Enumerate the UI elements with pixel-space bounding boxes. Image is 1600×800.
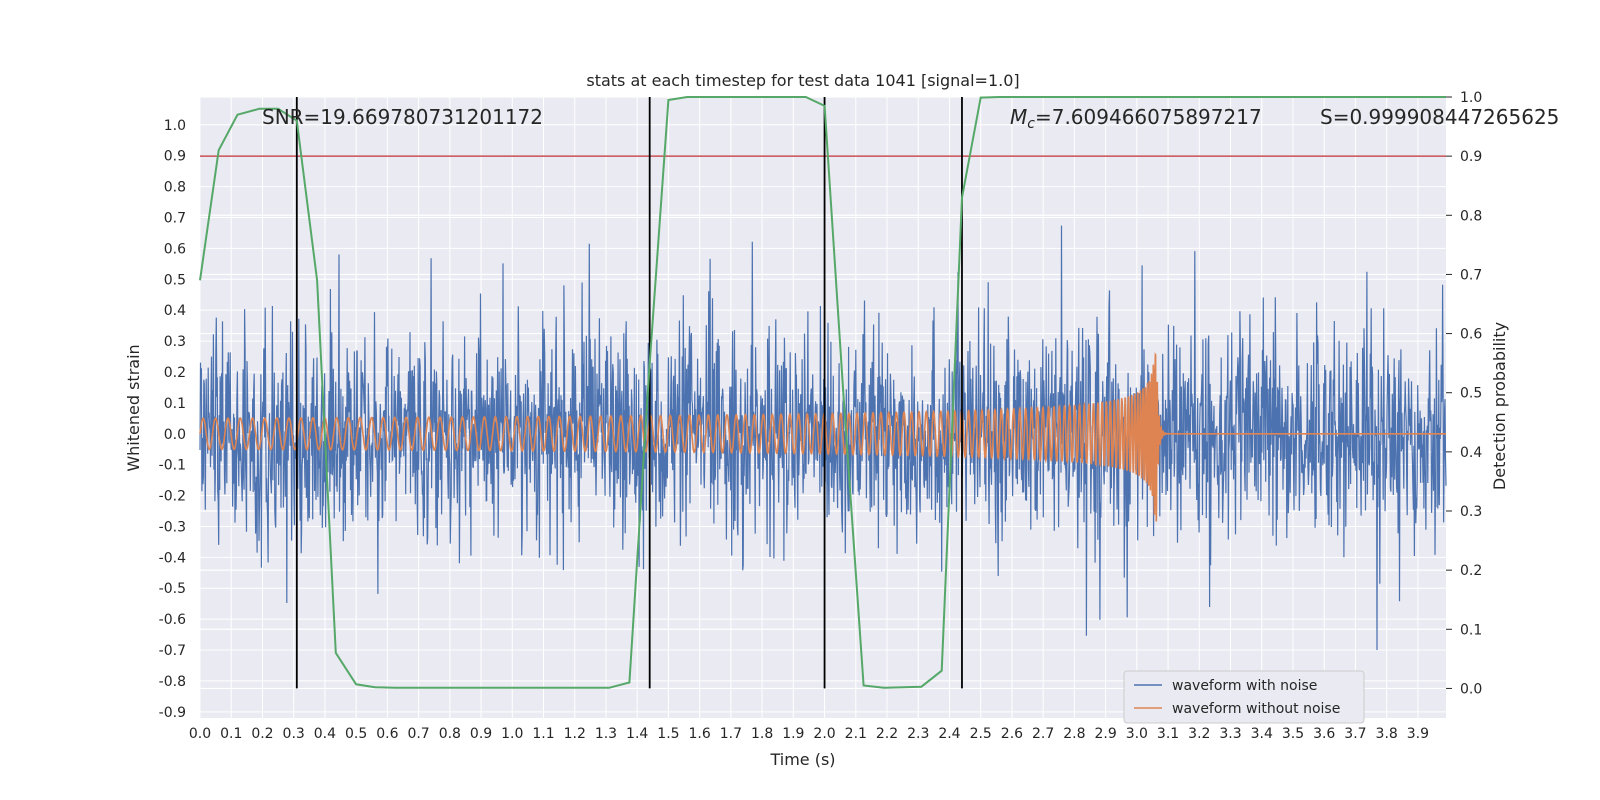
- x-tick-label: 1.6: [689, 726, 711, 742]
- chirp-mass-subscript: c: [1027, 116, 1035, 132]
- y-axis-label: Whitened strain: [124, 344, 143, 471]
- y-tick-label: -0.6: [159, 612, 186, 628]
- x-tick-label: 2.1: [845, 726, 867, 742]
- x-tick-label: 3.4: [1251, 726, 1273, 742]
- y-tick-label: -0.2: [159, 489, 186, 505]
- y2-tick-label: 0.0: [1460, 681, 1482, 697]
- y-tick-label: -0.9: [159, 705, 186, 721]
- y-tick-label: 0.7: [164, 210, 186, 226]
- y2-tick-label: 0.7: [1460, 267, 1482, 283]
- x-tick-label: 2.4: [938, 726, 960, 742]
- y2-tick-label: 0.3: [1460, 504, 1482, 520]
- legend: waveform with noise waveform without noi…: [1123, 670, 1365, 724]
- chirp-mass-symbol: M: [1010, 105, 1027, 129]
- x-tick-label: 0.2: [251, 726, 273, 742]
- x-tick-label: 0.3: [283, 726, 305, 742]
- x-tick-label: 3.2: [1188, 726, 1210, 742]
- x-tick-label: 2.3: [907, 726, 929, 742]
- y2-tick-label: 0.4: [1460, 445, 1482, 461]
- y2-tick-labels: 1.0 0.9 0.8 0.7 0.6 0.5 0.4 0.3 0.2 0.1 0.0: [1446, 90, 1482, 697]
- x-tick-label: 2.0: [813, 726, 835, 742]
- x-tick-label: 3.8: [1376, 726, 1398, 742]
- x-tick-label: 0.9: [470, 726, 492, 742]
- x-tick-label: 2.6: [1001, 726, 1023, 742]
- y2-tick-label: 0.2: [1460, 563, 1482, 579]
- x-tick-label: 1.9: [782, 726, 804, 742]
- y2-tick-label: 0.5: [1460, 386, 1482, 402]
- y-tick-label: -0.1: [159, 458, 186, 474]
- chirp-mass-annotation: Mc=7.609466075897217: [1010, 105, 1262, 132]
- y-tick-label: 0.2: [164, 365, 186, 381]
- y2-axis-label: Detection probability: [1490, 322, 1509, 490]
- y-tick-label: -0.3: [159, 519, 186, 535]
- x-tick-label: 3.0: [1126, 726, 1148, 742]
- x-tick-label: 2.8: [1063, 726, 1085, 742]
- s-annotation: S=0.999908447265625: [1320, 105, 1559, 129]
- x-tick-label: 3.9: [1407, 726, 1429, 742]
- y2-tick-label: 0.9: [1460, 149, 1482, 165]
- y-tick-label: -0.4: [159, 550, 186, 566]
- chirp-mass-value: =7.609466075897217: [1035, 105, 1262, 129]
- x-tick-label: 0.0: [189, 726, 211, 742]
- chart-marks: [199, 96, 1447, 689]
- y-tick-label: -0.7: [159, 643, 186, 659]
- x-tick-labels: 0.0 0.1 0.2 0.3 0.4 0.5 0.6 0.7 0.8 0.9 1.0 1.1 1.2 1…: [189, 726, 1429, 742]
- y-tick-label: 0.6: [164, 241, 186, 257]
- chart-title: stats at each timestep for test data 104…: [586, 71, 1019, 90]
- x-tick-label: 1.4: [626, 726, 648, 742]
- legend-label-clean: waveform without noise: [1172, 701, 1340, 717]
- y-tick-label: 1.0: [164, 118, 186, 134]
- x-tick-label: 2.5: [970, 726, 992, 742]
- y-tick-label: 0.0: [164, 427, 186, 443]
- y-tick-label: 0.3: [164, 334, 186, 350]
- y-tick-label: -0.5: [159, 581, 186, 597]
- x-tick-label: 1.2: [564, 726, 586, 742]
- x-tick-label: 0.5: [345, 726, 367, 742]
- x-tick-label: 3.1: [1157, 726, 1179, 742]
- series-detection-probability: [199, 96, 1446, 689]
- x-tick-label: 0.4: [314, 726, 336, 742]
- y2-tick-label: 0.1: [1460, 622, 1482, 638]
- x-tick-label: 3.6: [1313, 726, 1335, 742]
- x-tick-label: 2.7: [1032, 726, 1054, 742]
- x-tick-label: 2.2: [876, 726, 898, 742]
- x-tick-label: 1.8: [751, 726, 773, 742]
- x-tick-label: 1.0: [501, 726, 523, 742]
- x-tick-label: 0.6: [376, 726, 398, 742]
- x-tick-label: 3.3: [1219, 726, 1241, 742]
- snr-annotation: SNR=19.669780731201172: [262, 105, 543, 129]
- y-tick-label: 0.4: [164, 303, 186, 319]
- y2-tick-label: 1.0: [1460, 90, 1482, 106]
- y2-tick-label: 0.8: [1460, 208, 1482, 224]
- x-tick-label: 0.1: [220, 726, 242, 742]
- series-waveform-with-noise: [199, 225, 1447, 651]
- x-tick-label: 1.3: [595, 726, 617, 742]
- x-axis-label: Time (s): [769, 750, 835, 769]
- y-tick-labels: 1.0 0.9 0.8 0.7 0.6 0.5 0.4 0.3 0.2 0.1 0.0 -0.1 -0.…: [159, 118, 186, 721]
- x-tick-label: 3.7: [1344, 726, 1366, 742]
- x-tick-label: 1.7: [720, 726, 742, 742]
- y2-tick-label: 0.6: [1460, 327, 1482, 343]
- x-tick-label: 1.5: [657, 726, 679, 742]
- x-tick-label: 2.9: [1094, 726, 1116, 742]
- x-tick-label: 3.5: [1282, 726, 1304, 742]
- x-tick-label: 0.7: [407, 726, 429, 742]
- y-tick-label: 0.9: [164, 149, 186, 165]
- y-tick-label: 0.5: [164, 272, 186, 288]
- y-tick-label: 0.8: [164, 180, 186, 196]
- x-tick-label: 0.8: [439, 726, 461, 742]
- x-tick-label: 1.1: [532, 726, 554, 742]
- legend-label-noisy: waveform with noise: [1172, 678, 1317, 694]
- series-waveform-without-noise: [199, 352, 1446, 522]
- legend-box: [1123, 670, 1365, 724]
- y-tick-label: -0.8: [159, 674, 186, 690]
- y-tick-label: 0.1: [164, 396, 186, 412]
